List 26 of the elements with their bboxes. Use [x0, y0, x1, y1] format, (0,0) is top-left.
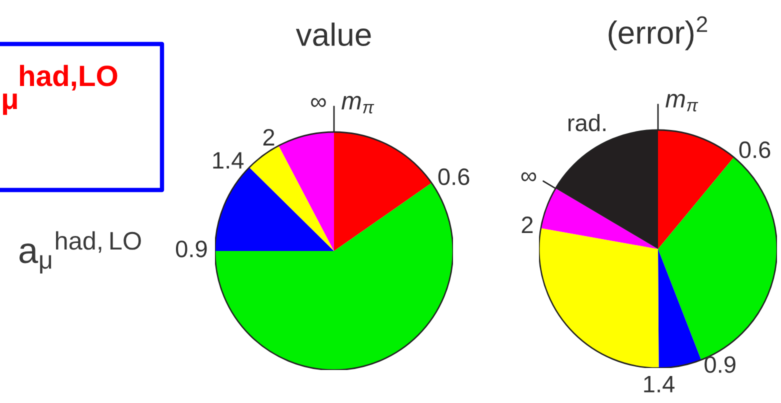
slice-label: 0.9	[176, 240, 207, 258]
slice-label: 1.4	[644, 376, 675, 392]
text: a$_{μ}$$^{had,LO}$	[20, 231, 141, 274]
pie-slice	[658, 130, 734, 249]
slice-label: 0.9	[704, 356, 736, 373]
pie-slice	[215, 167, 334, 251]
slice-label: ∞	[311, 98, 326, 108]
slice-label: 0.6	[438, 168, 470, 186]
pie-slice	[540, 188, 658, 249]
text: m$_{π}$	[342, 96, 374, 114]
pie-slice	[539, 228, 659, 368]
pie-slice	[658, 249, 702, 368]
pie-slice	[249, 146, 334, 251]
text: μ	[3, 94, 17, 115]
slice-label: 0.6	[739, 141, 770, 158]
pie-slice	[334, 132, 432, 251]
slice-label: ∞	[521, 172, 536, 182]
slice-label: 1.4	[213, 152, 244, 168]
text: had,LO	[20, 64, 118, 91]
text: m$_{π}$	[666, 94, 698, 112]
pie-slice	[278, 132, 334, 251]
text: rad.	[568, 114, 606, 132]
chart-title: (error)$^{2}$	[608, 16, 708, 50]
slice-label: 2	[263, 128, 274, 146]
chart-title: value	[296, 22, 371, 46]
slice-label: 2	[522, 216, 533, 234]
